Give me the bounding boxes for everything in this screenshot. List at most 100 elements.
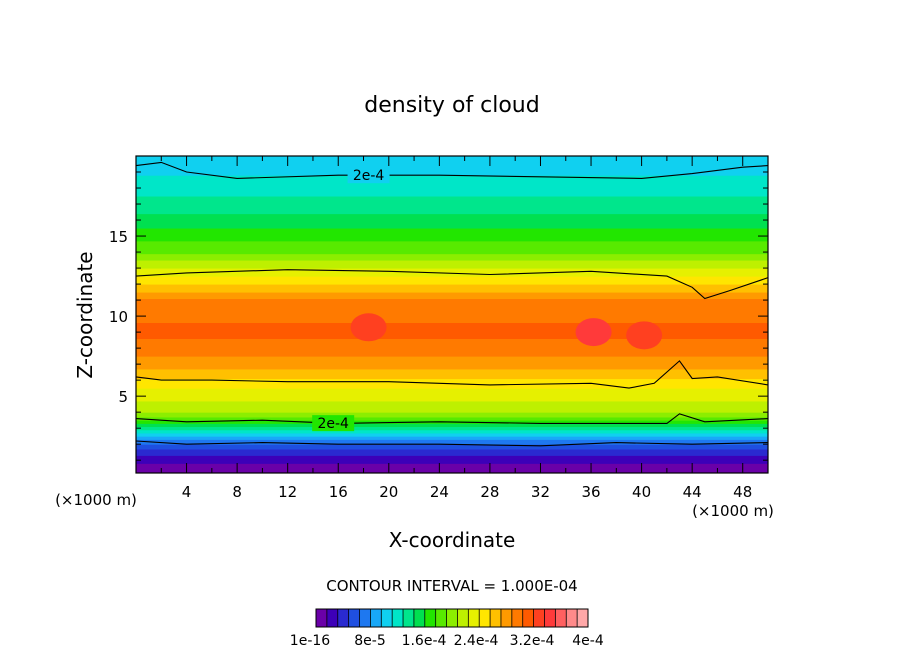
density-band <box>136 225 768 229</box>
density-band <box>136 304 768 307</box>
density-band <box>136 402 768 405</box>
density-band <box>136 341 768 344</box>
colorbar-swatch <box>544 609 556 627</box>
density-band <box>136 338 768 341</box>
density-band <box>136 349 768 352</box>
density-band <box>136 177 768 181</box>
x-tick-label: 8 <box>232 483 242 501</box>
density-band <box>136 187 768 191</box>
density-band <box>136 189 768 192</box>
density-band <box>136 331 768 335</box>
contour-line <box>136 440 768 447</box>
density-band <box>136 342 768 346</box>
contour-label: 2e-4 <box>317 416 349 432</box>
density-band <box>136 469 768 472</box>
density-band <box>136 296 768 299</box>
density-maximum <box>626 321 663 350</box>
x-tick-label: 20 <box>379 483 398 501</box>
density-band <box>136 406 768 410</box>
density-band <box>136 184 768 187</box>
colorbar-frame <box>315 608 589 628</box>
density-band <box>136 437 768 440</box>
colorbar-swatch <box>468 609 480 627</box>
density-band <box>136 160 768 163</box>
density-band <box>136 305 768 309</box>
density-band <box>136 467 768 471</box>
density-band <box>136 339 768 343</box>
x-tick-label: 40 <box>632 483 651 501</box>
density-band <box>136 291 768 295</box>
density-band <box>136 209 768 213</box>
density-band <box>136 450 768 453</box>
density-band <box>136 238 768 242</box>
density-band <box>136 235 768 239</box>
density-band <box>136 205 768 208</box>
density-band <box>136 230 768 234</box>
density-band <box>136 454 768 458</box>
density-band <box>136 368 768 372</box>
density-band <box>136 262 768 266</box>
density-band <box>136 413 768 416</box>
density-band <box>136 232 768 235</box>
density-band <box>136 243 768 247</box>
density-band <box>136 283 768 287</box>
density-band <box>136 285 768 288</box>
density-band <box>136 307 768 311</box>
density-band <box>136 462 768 466</box>
colorbar-swatch <box>479 609 491 627</box>
density-band <box>136 222 768 226</box>
density-band <box>136 435 768 439</box>
density-band <box>136 246 768 250</box>
density-band <box>136 440 768 444</box>
density-band <box>136 200 768 203</box>
density-band <box>136 288 768 291</box>
density-band <box>136 181 768 184</box>
density-band <box>136 270 768 274</box>
density-band <box>136 414 768 418</box>
density-band <box>136 224 768 227</box>
density-band <box>136 248 768 251</box>
density-band <box>136 370 768 373</box>
density-band <box>136 394 768 397</box>
colorbar-labels: 1e-16 8e-5 1.6e-4 2.4e-4 3.2e-4 4e-4 <box>290 633 604 649</box>
density-band <box>136 410 768 413</box>
density-band <box>136 257 768 261</box>
colorbar-swatch <box>403 609 415 627</box>
colorbar-swatch <box>337 609 349 627</box>
density-band <box>136 408 768 412</box>
density-band <box>136 208 768 211</box>
density-band <box>136 171 768 175</box>
density-band <box>136 434 768 437</box>
x-unit-right: (×1000 m) <box>692 502 774 520</box>
density-band <box>136 275 768 279</box>
density-band <box>136 381 768 384</box>
density-band <box>136 216 768 219</box>
density-band <box>136 314 768 317</box>
contour-line <box>136 360 768 389</box>
density-band <box>136 360 768 364</box>
density-band <box>136 416 768 420</box>
contour-interval: CONTOUR INTERVAL = 1.000E-04 <box>326 577 577 595</box>
density-band <box>136 355 768 359</box>
y-axis: 5 10 15 <box>109 171 768 461</box>
density-band <box>136 365 768 368</box>
colorbar-swatch <box>392 609 404 627</box>
density-band <box>136 227 768 231</box>
density-band <box>136 211 768 215</box>
density-band <box>136 429 768 432</box>
density-band <box>136 357 768 360</box>
density-band <box>136 156 768 159</box>
density-band <box>136 363 768 367</box>
density-band <box>136 379 768 383</box>
density-band <box>136 161 768 165</box>
density-band <box>136 241 768 245</box>
density-band <box>136 426 768 429</box>
colorbar-swatch <box>435 609 447 627</box>
colorbar-swatch <box>316 609 328 627</box>
density-band <box>136 193 768 197</box>
x-tick-label: 48 <box>733 483 752 501</box>
contour-lines <box>136 161 768 447</box>
colorbar-swatch <box>500 609 513 627</box>
density-band <box>136 312 768 315</box>
